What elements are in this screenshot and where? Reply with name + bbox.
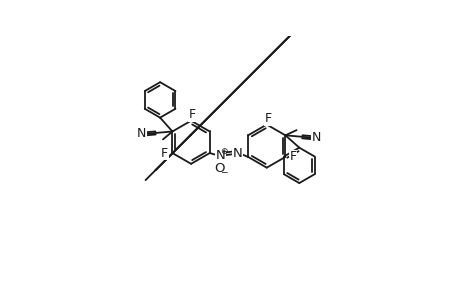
Text: F: F (188, 108, 195, 121)
Text: O: O (213, 162, 224, 175)
Text: N: N (311, 131, 320, 144)
Text: F: F (161, 146, 168, 160)
Text: F: F (289, 150, 296, 164)
Text: ⊕: ⊕ (220, 147, 228, 156)
Text: F: F (264, 112, 271, 125)
Text: N: N (232, 147, 242, 160)
Text: −: − (219, 167, 227, 176)
Text: N: N (137, 127, 146, 140)
Text: N: N (215, 149, 225, 162)
